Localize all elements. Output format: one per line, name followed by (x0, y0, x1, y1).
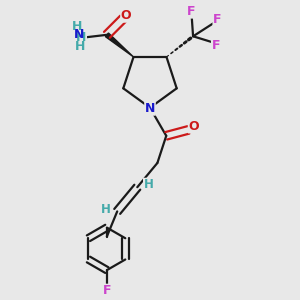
Text: F: F (213, 13, 222, 26)
Text: H: H (144, 178, 154, 191)
Text: N: N (145, 102, 155, 115)
Text: H: H (72, 20, 82, 33)
Text: H: H (101, 202, 111, 216)
Text: N: N (74, 28, 84, 41)
Text: O: O (188, 120, 199, 133)
Text: F: F (188, 5, 196, 18)
Text: F: F (103, 284, 111, 297)
Text: O: O (121, 9, 131, 22)
Text: H: H (76, 31, 86, 44)
Text: F: F (212, 39, 220, 52)
Text: H: H (75, 40, 86, 53)
Polygon shape (105, 33, 134, 57)
